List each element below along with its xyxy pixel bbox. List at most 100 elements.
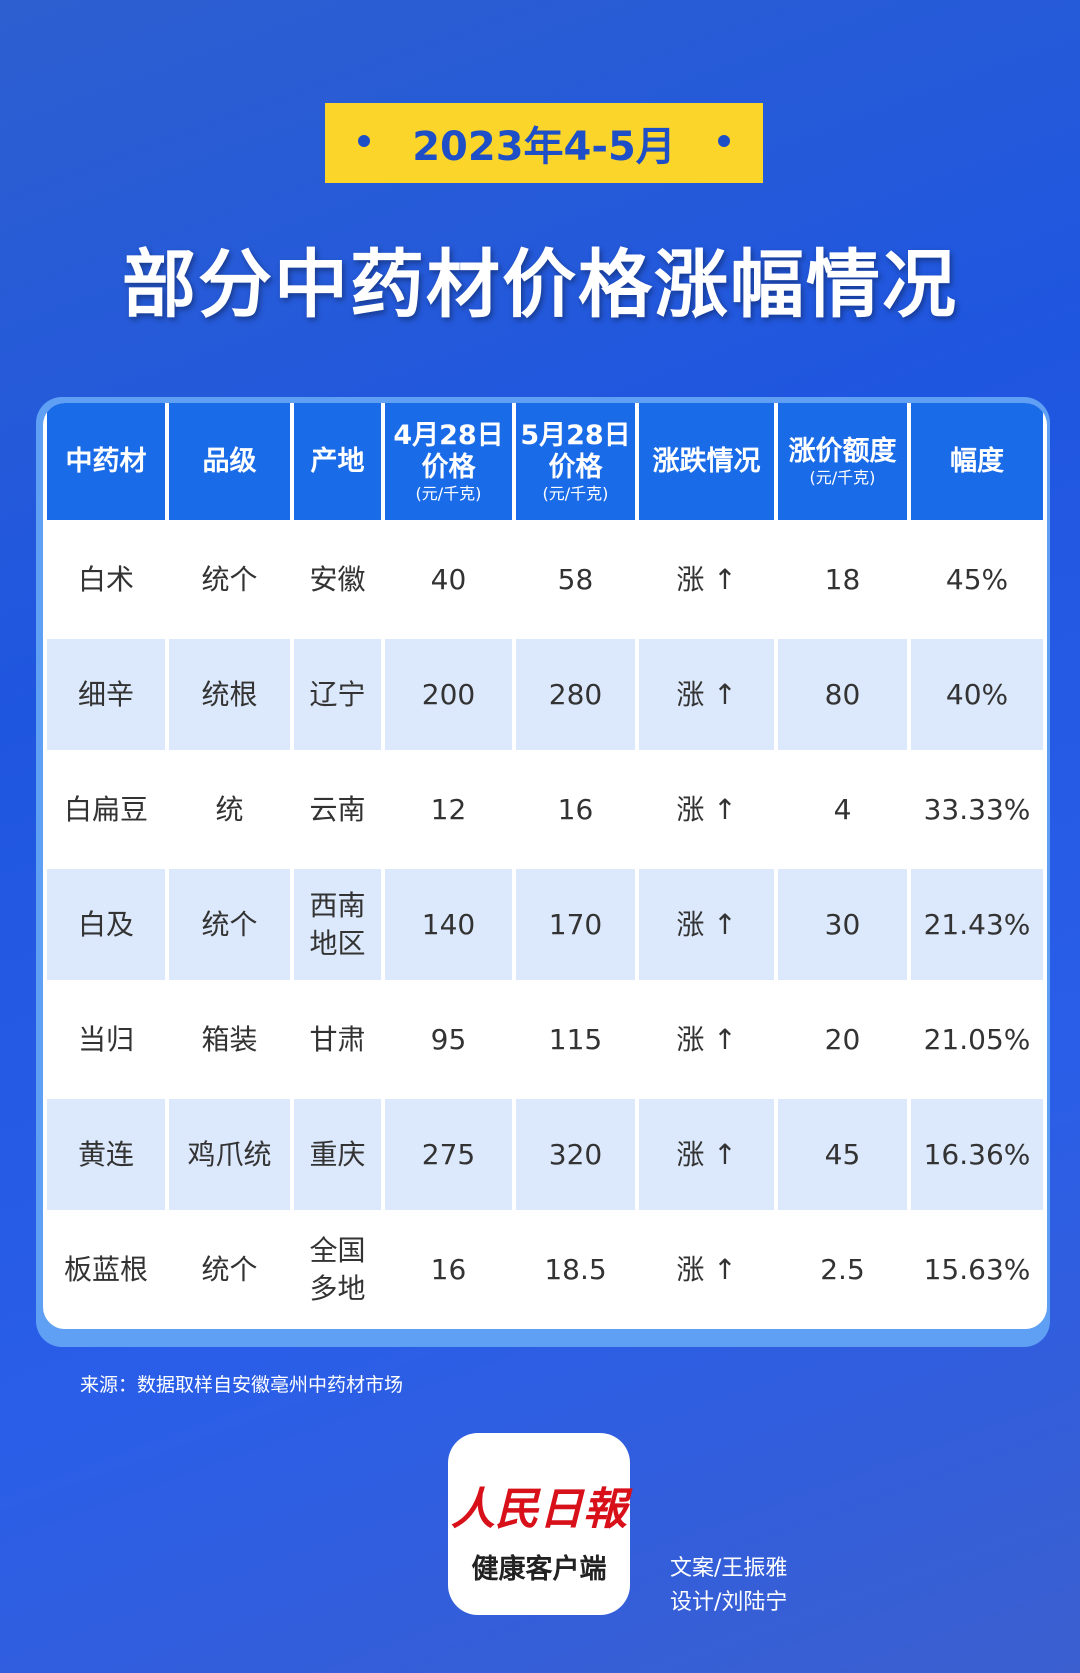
table-cell: 安徽 — [294, 524, 381, 639]
table-cell: 涨 ↑ — [639, 1099, 774, 1214]
credit-line: 文案/王振雅 — [670, 1556, 788, 1581]
cell-text: 涨 ↑ — [676, 792, 737, 826]
cell-text: 21.43% — [923, 907, 1031, 941]
table-cell: 30 — [778, 869, 907, 984]
table-cell: 涨 ↑ — [639, 869, 774, 984]
cell-text: 涨 ↑ — [676, 1022, 737, 1056]
dot — [718, 135, 730, 147]
cell-text: 2.5 — [820, 1252, 865, 1286]
cell-text: 15.63% — [923, 1252, 1031, 1286]
table-row: 白术 统个 安徽 40 58 涨 ↑ 18 45% — [47, 524, 1043, 639]
table-cell: 12 — [385, 754, 512, 869]
cell-text: 200 — [421, 677, 476, 711]
header-line: 涨价额度 — [788, 435, 897, 467]
cell-text: 重庆 — [309, 1137, 366, 1171]
cell-text: 涨 ↑ — [676, 1137, 737, 1171]
table-cell: 涨 ↑ — [639, 639, 774, 754]
table-cell: 18.5 — [516, 1214, 635, 1329]
price-table: 中药材 品级 产地 4月28日 价格 (元/千克) 5月28日 价格 (元/千克) 涨跌情况 涨价额… — [43, 403, 1047, 1329]
table-row: 当归 箱装 甘肃 95 115 涨 ↑ 20 21.05% — [47, 984, 1043, 1099]
table-cell: 80 — [778, 639, 907, 754]
cell-text: 30 — [824, 907, 861, 941]
cell-text: 白扁豆 — [63, 792, 148, 826]
cell-text: 安徽 — [309, 562, 366, 596]
table-cell: 16.36% — [911, 1099, 1043, 1214]
cell-text: 西南地区 — [309, 888, 366, 960]
logo-brand: 人民日報 — [451, 1484, 627, 1535]
table-cell: 辽宁 — [294, 639, 381, 754]
credit-line: 设计/刘陆宁 — [670, 1590, 788, 1615]
cell-text: 33.33% — [923, 792, 1031, 826]
table-row: 白及 统个 西南地区 140 170 涨 ↑ 30 21.43% — [47, 869, 1043, 984]
header-line: 幅度 — [950, 445, 1004, 477]
header-cell: 涨跌情况 — [639, 403, 774, 524]
dot — [358, 135, 370, 147]
table-cell: 统个 — [169, 1214, 290, 1329]
table-cell: 鸡爪统 — [169, 1099, 290, 1214]
cell-text: 白及 — [77, 907, 134, 941]
header-cell: 5月28日 价格 (元/千克) — [516, 403, 635, 524]
table-cell: 275 — [385, 1099, 512, 1214]
cell-text: 甘肃 — [309, 1022, 366, 1056]
table-cell: 320 — [516, 1099, 635, 1214]
header-unit: (元/千克) — [542, 483, 609, 503]
table-cell: 细辛 — [47, 639, 165, 754]
cell-text: 45% — [945, 562, 1009, 596]
header-cell: 品级 — [169, 403, 290, 524]
table-cell: 白术 — [47, 524, 165, 639]
table-cell: 西南地区 — [294, 869, 381, 984]
header-unit: (元/千克) — [415, 483, 482, 503]
cell-text: 鸡爪统 — [187, 1137, 272, 1171]
table-cell: 4 — [778, 754, 907, 869]
table-row: 板蓝根 统个 全国多地 16 18.5 涨 ↑ 2.5 15.63% — [47, 1214, 1043, 1329]
credits: 文案/王振雅 设计/刘陆宁 — [670, 1552, 787, 1620]
table-cell: 95 — [385, 984, 512, 1099]
table-row: 黄连 鸡爪统 重庆 275 320 涨 ↑ 45 16.36% — [47, 1099, 1043, 1214]
date-badge: 2023年4-5月 — [325, 103, 763, 183]
table-cell: 板蓝根 — [47, 1214, 165, 1329]
table-cell: 甘肃 — [294, 984, 381, 1099]
table-cell: 115 — [516, 984, 635, 1099]
table-cell: 20 — [778, 984, 907, 1099]
cell-text: 12 — [430, 792, 467, 826]
table-cell: 280 — [516, 639, 635, 754]
header-cell: 产地 — [294, 403, 381, 524]
cell-text: 320 — [548, 1137, 603, 1171]
table-cell: 45% — [911, 524, 1043, 639]
cell-text: 275 — [421, 1137, 476, 1171]
cell-text: 统 — [215, 792, 244, 826]
table-cell: 16 — [385, 1214, 512, 1329]
table-cell: 涨 ↑ — [639, 1214, 774, 1329]
table-cell: 2.5 — [778, 1214, 907, 1329]
header-cell: 涨价额度 (元/千克) — [778, 403, 907, 524]
cell-text: 40 — [430, 562, 467, 596]
cell-text: 95 — [430, 1022, 467, 1056]
cell-text: 统个 — [201, 1252, 258, 1286]
cell-text: 4 — [833, 792, 852, 826]
cell-text: 16 — [557, 792, 594, 826]
cell-text: 18 — [824, 562, 861, 596]
cell-text: 21.05% — [923, 1022, 1031, 1056]
table-cell: 45 — [778, 1099, 907, 1214]
cell-text: 40% — [945, 677, 1009, 711]
table-cell: 统个 — [169, 524, 290, 639]
table-cell: 18 — [778, 524, 907, 639]
header-line: 涨跌情况 — [652, 445, 761, 477]
cell-text: 涨 ↑ — [676, 1252, 737, 1286]
cell-text: 涨 ↑ — [676, 677, 737, 711]
table-row: 白扁豆 统 云南 12 16 涨 ↑ 4 33.33% — [47, 754, 1043, 869]
table-cell: 170 — [516, 869, 635, 984]
table-cell: 21.43% — [911, 869, 1043, 984]
table-cell: 白及 — [47, 869, 165, 984]
table-cell: 涨 ↑ — [639, 984, 774, 1099]
header-line: 中药材 — [65, 445, 147, 477]
table-cell: 全国多地 — [294, 1214, 381, 1329]
table-cell: 黄连 — [47, 1099, 165, 1214]
cell-text: 全国多地 — [309, 1233, 366, 1305]
logo: 人民日報 健康客户端 — [448, 1433, 630, 1615]
table-cell: 15.63% — [911, 1214, 1043, 1329]
cell-text: 板蓝根 — [63, 1252, 148, 1286]
header-line: 价格 — [421, 451, 476, 483]
table-cell: 140 — [385, 869, 512, 984]
